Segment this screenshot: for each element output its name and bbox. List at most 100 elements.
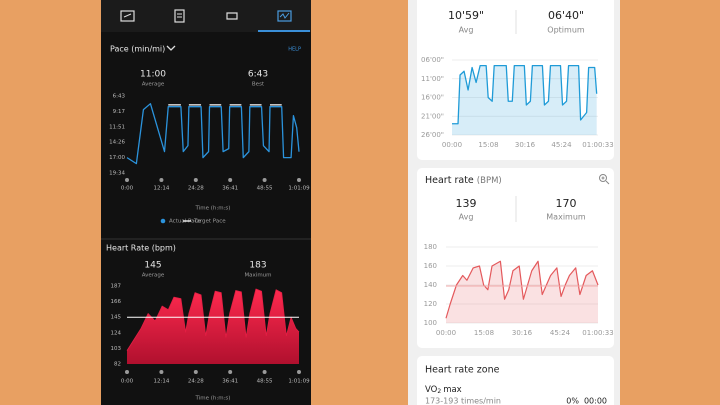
legend-swatch xyxy=(160,218,166,224)
y-tick-label: 120 xyxy=(424,300,437,308)
stat-label: Avg xyxy=(459,26,474,35)
stat-value: 145 xyxy=(144,261,161,271)
stat-value: 06'40" xyxy=(548,9,584,22)
data-line xyxy=(126,103,300,165)
x-tick-label: 48:55 xyxy=(257,379,273,385)
tab-bar xyxy=(101,0,311,32)
tab-icon[interactable] xyxy=(174,9,185,23)
stat-value: 139 xyxy=(456,197,477,210)
x-tick-dot xyxy=(125,370,129,374)
stat-value: 11:00 xyxy=(140,70,166,80)
area-fill xyxy=(452,65,597,135)
dropdown-icon[interactable] xyxy=(166,45,176,51)
x-tick-label: 01:00:33 xyxy=(582,329,613,337)
y-tick-label: 21'00" xyxy=(421,112,444,120)
x-tick-dot xyxy=(125,178,129,182)
area-fill xyxy=(127,288,299,364)
y-tick-label: 145 xyxy=(111,315,122,321)
zone-time: 00:00 xyxy=(584,397,607,405)
x-tick-label: 30:16 xyxy=(512,329,533,337)
y-tick-label: 11:51 xyxy=(109,124,125,130)
stat-label: Maximum xyxy=(244,273,271,279)
y-tick-label: 100 xyxy=(424,319,437,327)
y-tick-label: 26'00" xyxy=(421,131,444,139)
zone-name-text: VO xyxy=(425,385,438,395)
y-tick-label: 06'00" xyxy=(421,56,444,64)
y-tick-label: 103 xyxy=(111,346,122,352)
x-tick-dot xyxy=(193,178,198,182)
x-tick-label: 24:28 xyxy=(188,186,204,192)
stat-label: Average xyxy=(142,273,165,279)
y-tick-label: 16'00" xyxy=(421,94,444,102)
x-tick-label: 1:01:09 xyxy=(288,379,310,385)
y-tick-label: 166 xyxy=(111,299,122,305)
x-tick-dot xyxy=(228,178,233,182)
x-tick-label: 36:41 xyxy=(222,379,238,385)
stat-label: Best xyxy=(252,82,265,88)
x-tick-dot xyxy=(262,370,267,374)
stat-value: 170 xyxy=(556,197,577,210)
tab-icon[interactable] xyxy=(226,12,238,20)
y-tick-label: 14:26 xyxy=(109,140,125,146)
pace-title: Pace (min/mi) xyxy=(110,45,165,54)
x-tick-dot xyxy=(297,370,301,374)
x-tick-label: 12:14 xyxy=(153,379,169,385)
x-tick-dot xyxy=(297,178,301,182)
x-tick-label: 30:16 xyxy=(515,141,536,149)
zone-name: VO2 max xyxy=(425,385,462,395)
stat-label: Maximum xyxy=(546,213,586,222)
x-tick-label: 0:00 xyxy=(121,379,134,385)
y-tick-label: 6:43 xyxy=(113,94,126,100)
legend-label: Target Pace xyxy=(193,219,226,225)
x-tick-label: 15:08 xyxy=(478,141,498,149)
zone-percent: 0% xyxy=(566,397,579,405)
x-tick-label: 00:00 xyxy=(436,329,456,337)
unit-text: (BPM) xyxy=(477,176,502,186)
y-tick-label: 11'00" xyxy=(421,75,444,83)
x-tick-dot xyxy=(159,178,164,182)
x-tick-label: 1:01:09 xyxy=(288,186,310,192)
x-tick-label: 45:24 xyxy=(551,141,572,149)
x-tick-dot xyxy=(228,370,233,374)
tab-icon[interactable] xyxy=(120,10,135,22)
y-tick-label: 19:34 xyxy=(109,171,125,177)
x-tick-label: 36:41 xyxy=(222,186,238,192)
x-tick-dot xyxy=(193,370,198,374)
card xyxy=(417,0,614,160)
zone-name-sub: 2 xyxy=(437,388,441,395)
y-tick-label: 82 xyxy=(114,362,121,368)
data-line xyxy=(452,64,598,125)
x-axis-label: Time (h:m:s) xyxy=(195,396,231,402)
help-link[interactable]: HELP xyxy=(288,47,301,53)
x-tick-label: 12:14 xyxy=(153,186,169,192)
data-line xyxy=(445,260,599,319)
zone-range: 173-193 times/min xyxy=(425,397,501,405)
x-tick-label: 45:24 xyxy=(550,329,571,337)
x-tick-label: 00:00 xyxy=(442,141,462,149)
data-line xyxy=(126,288,300,351)
tab-icon[interactable] xyxy=(277,10,292,22)
card-title: Heart rate zone xyxy=(425,365,500,376)
x-tick-dot xyxy=(159,370,164,374)
hr-title: Heart Rate (bpm) xyxy=(106,244,176,253)
x-tick-label: 0:00 xyxy=(121,186,134,192)
x-tick-label: 48:55 xyxy=(257,186,273,192)
title-text: Heart rate xyxy=(425,175,474,186)
stat-label: Avg xyxy=(459,213,474,222)
zone-name-suffix: max xyxy=(443,385,462,395)
y-tick-label: 180 xyxy=(424,243,437,251)
y-tick-label: 17:00 xyxy=(109,155,125,161)
card xyxy=(417,168,614,348)
stat-value: 10'59" xyxy=(448,9,484,22)
card-title: Heart rate (BPM) xyxy=(425,175,502,186)
x-tick-label: 24:28 xyxy=(188,379,204,385)
stat-label: Optimum xyxy=(547,26,585,35)
zoom-icon[interactable] xyxy=(599,174,610,185)
x-axis-label: Time (h:m:s) xyxy=(195,206,231,212)
x-tick-label: 01:00:33 xyxy=(582,141,613,149)
y-tick-label: 140 xyxy=(424,281,437,289)
card xyxy=(417,356,614,405)
stat-value: 6:43 xyxy=(248,70,268,80)
x-tick-dot xyxy=(262,178,267,182)
